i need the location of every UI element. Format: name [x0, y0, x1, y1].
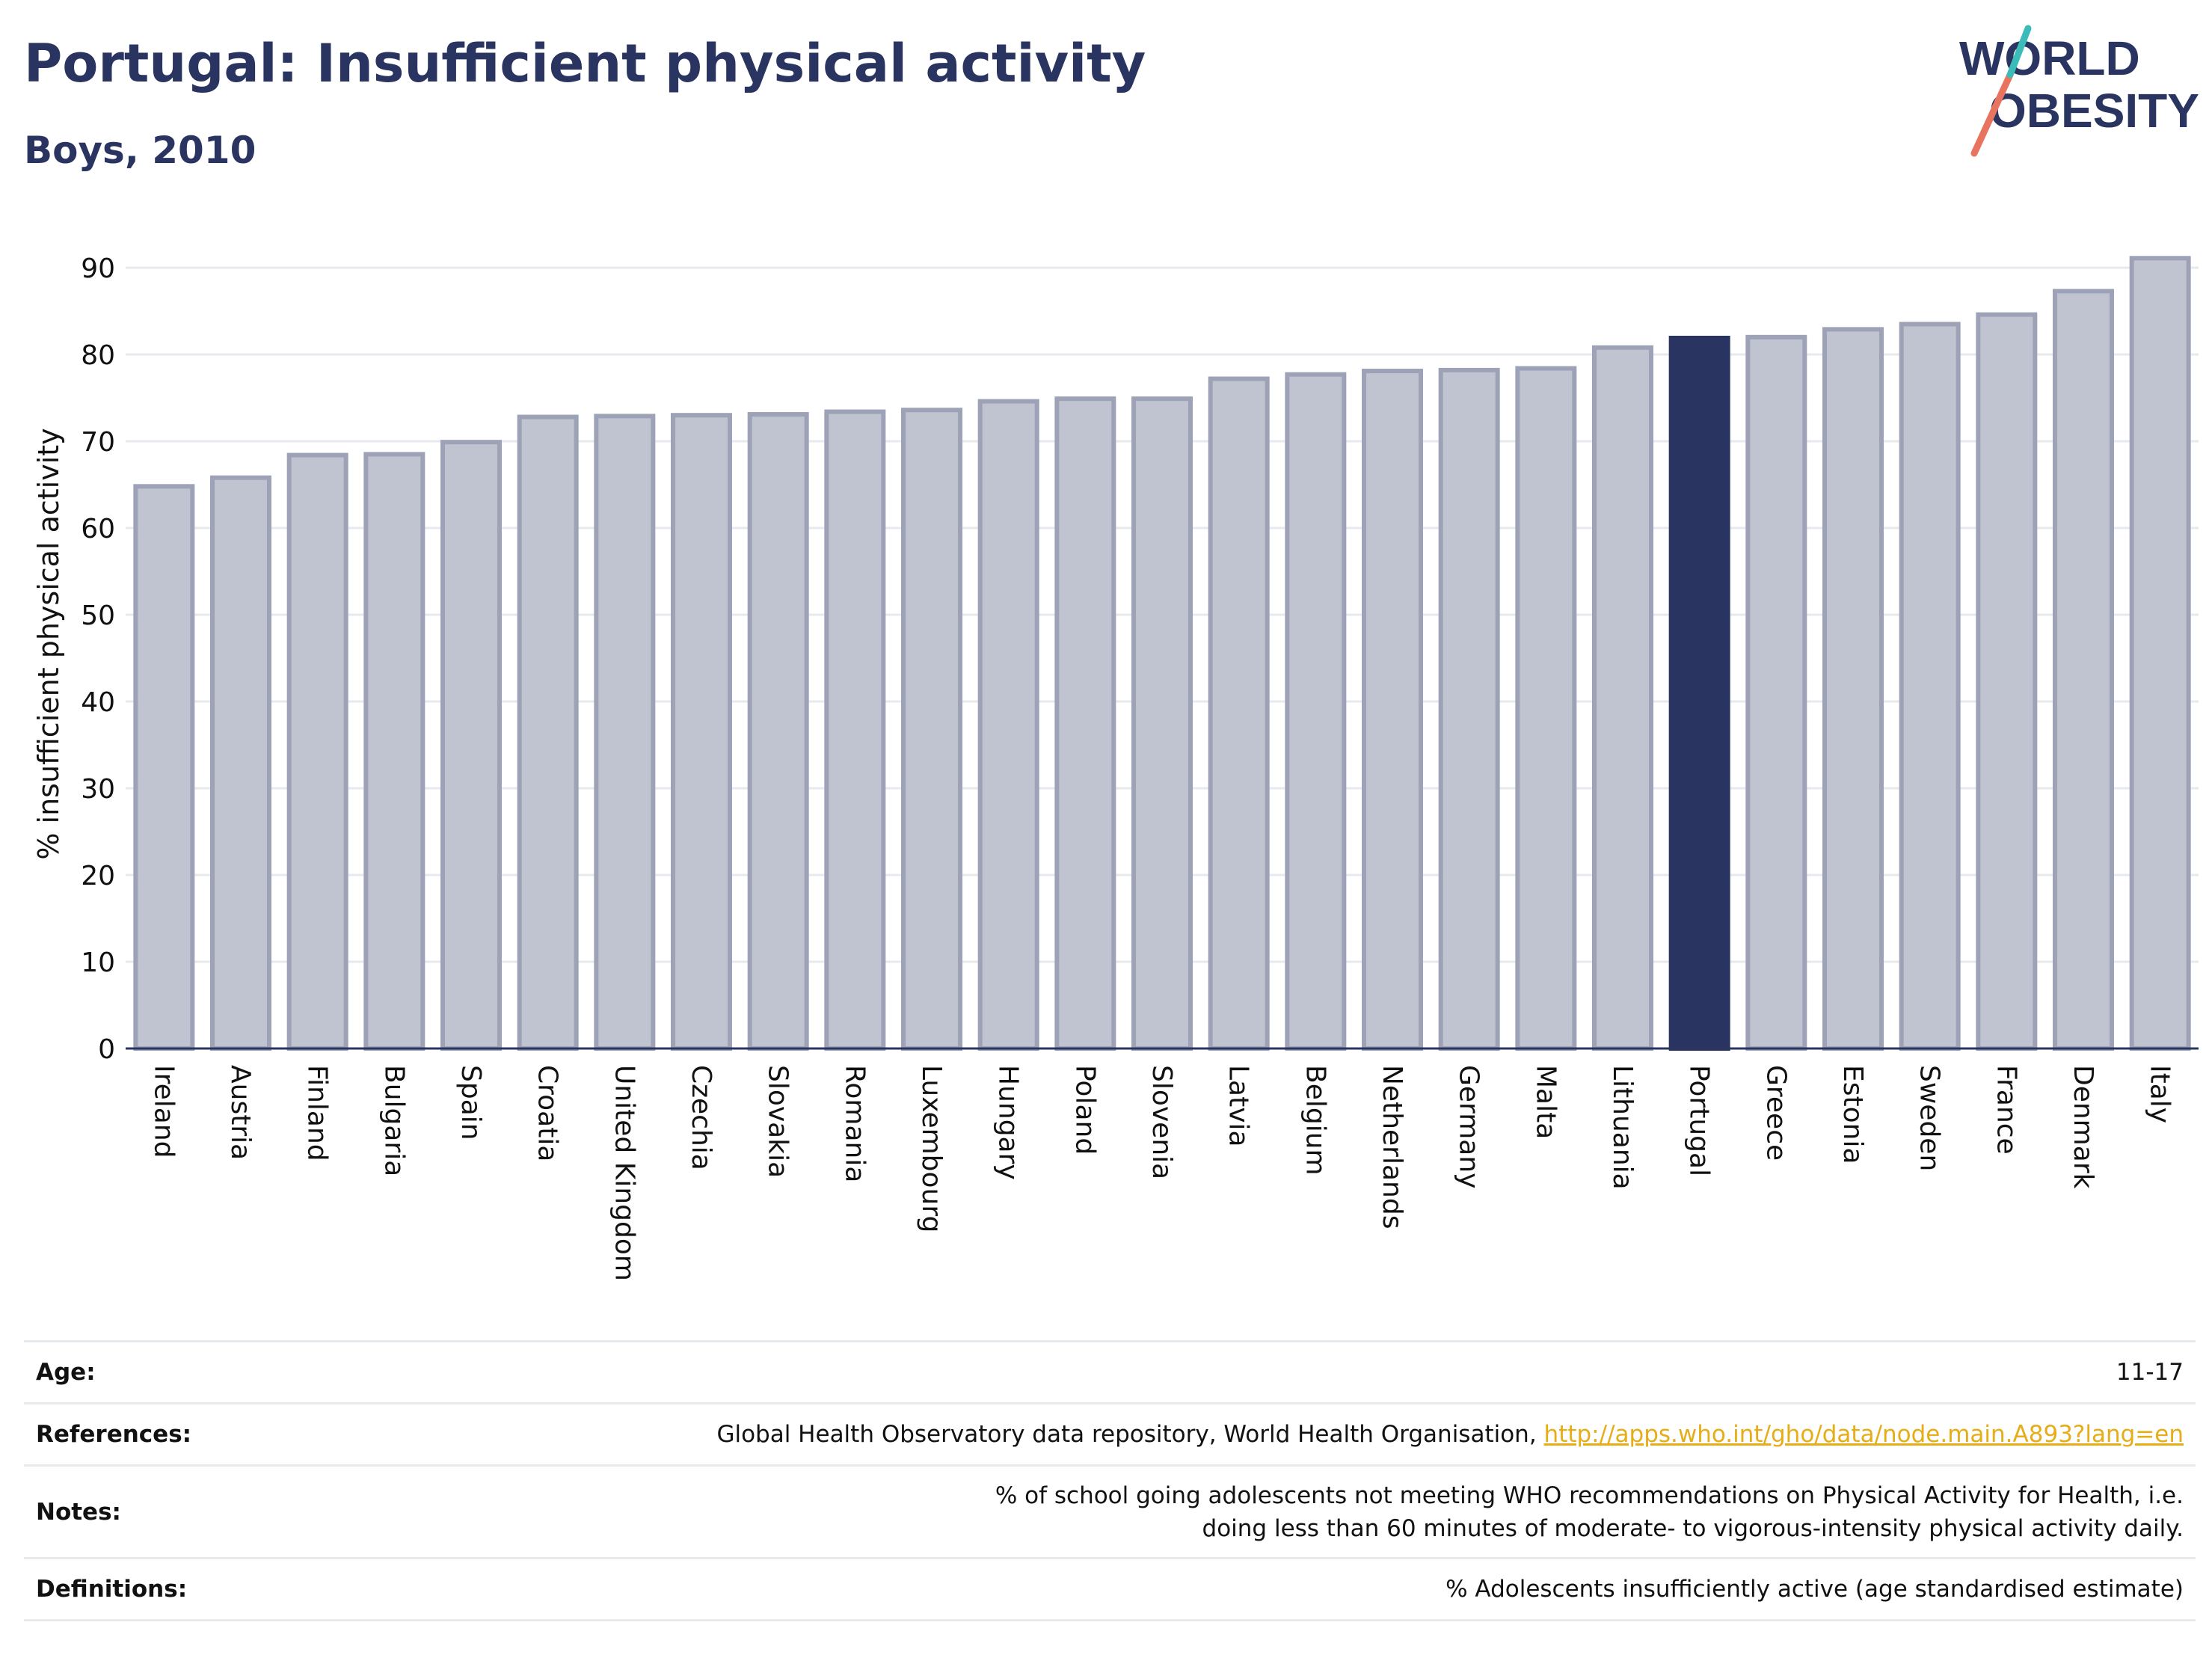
- info-key: References:: [24, 1402, 347, 1467]
- y-tick-label: 20: [81, 861, 115, 891]
- info-value: % Adolescents insufficiently active (age…: [347, 1557, 2196, 1621]
- x-tick-label: Slovenia: [1146, 1065, 1177, 1179]
- info-table: Age: 11-17 References: Global Health Obs…: [24, 1340, 2196, 1621]
- x-tick-label: Czechia: [686, 1065, 716, 1170]
- logo-word-2: OBESITY: [1989, 84, 2199, 138]
- x-tick-label: Slovakia: [763, 1065, 793, 1178]
- x-tick-label: Lithuania: [1607, 1065, 1638, 1190]
- chart-subtitle: Boys, 2010: [24, 129, 256, 172]
- info-key: Age:: [24, 1340, 347, 1404]
- y-tick-label: 70: [81, 427, 115, 458]
- bar-bulgaria[interactable]: [363, 452, 425, 1051]
- bar-slovakia[interactable]: [747, 412, 809, 1051]
- info-value: 11-17: [347, 1340, 2196, 1404]
- x-tick-label: Portugal: [1684, 1065, 1715, 1176]
- x-tick-label: Luxembourg: [916, 1065, 947, 1232]
- x-tick-label: Austria: [225, 1065, 256, 1160]
- x-tick-label: Ireland: [148, 1065, 179, 1158]
- x-tick-label: Latvia: [1223, 1065, 1254, 1147]
- x-tick-label: Malta: [1530, 1065, 1561, 1139]
- x-tick-label: Germany: [1454, 1065, 1484, 1188]
- info-row-definitions: Definitions: % Adolescents insufficientl…: [24, 1557, 2196, 1621]
- bar-finland[interactable]: [286, 452, 348, 1051]
- bar-netherlands[interactable]: [1362, 369, 1423, 1051]
- bar-estonia[interactable]: [1822, 327, 1884, 1051]
- reference-link[interactable]: http://apps.who.int/gho/data/node.main.A…: [1543, 1421, 2184, 1448]
- y-tick-label: 80: [81, 340, 115, 371]
- x-tick-label: Denmark: [2068, 1065, 2098, 1189]
- bar-greece[interactable]: [1745, 334, 1807, 1051]
- y-tick-label: 90: [81, 254, 115, 284]
- bar-portugal[interactable]: [1668, 335, 1730, 1051]
- x-tick-label: United Kingdom: [609, 1065, 639, 1281]
- x-tick-label: Bulgaria: [378, 1065, 409, 1176]
- bar-slovenia[interactable]: [1131, 396, 1193, 1051]
- bar-malta[interactable]: [1515, 366, 1577, 1051]
- x-tick-label: Spain: [455, 1065, 486, 1140]
- info-key: Notes:: [24, 1464, 347, 1559]
- y-tick-label: 30: [81, 774, 115, 805]
- reference-text: Global Health Observatory data repositor…: [716, 1421, 1537, 1448]
- info-value: % of school going adolescents not meetin…: [347, 1464, 2196, 1559]
- bar-denmark[interactable]: [2053, 289, 2114, 1051]
- bar-chart: 0 10 20 30 40 50 60 70 80 90 Ireland Austria Finlan…: [32, 254, 2199, 1281]
- info-row-notes: Notes: % of school going adolescents not…: [24, 1464, 2196, 1559]
- y-tick-label: 50: [81, 601, 115, 631]
- bar-croatia[interactable]: [517, 414, 579, 1051]
- x-tick-label: Romania: [839, 1065, 870, 1182]
- bar-germany[interactable]: [1438, 367, 1500, 1051]
- bar-belgium[interactable]: [1285, 372, 1347, 1051]
- y-tick-label: 10: [81, 948, 115, 978]
- x-tick-label: France: [1991, 1065, 2021, 1155]
- bar-france[interactable]: [1976, 312, 2038, 1051]
- y-axis-ticks: 0 10 20 30 40 50 60 70 80 90: [81, 254, 115, 1065]
- info-row-age: Age: 11-17: [24, 1340, 2196, 1404]
- x-tick-label: Greece: [1760, 1065, 1791, 1161]
- x-tick-label: Hungary: [993, 1065, 1024, 1180]
- bar-united-kingdom[interactable]: [594, 414, 656, 1051]
- y-axis-label: % insufficient physical activity: [32, 428, 65, 859]
- x-axis-ticks: Ireland Austria Finland Bulgaria Spain Croati…: [148, 1065, 2175, 1281]
- bar-italy[interactable]: [2129, 256, 2191, 1051]
- x-tick-label: Poland: [1069, 1065, 1100, 1155]
- world-obesity-logo: WORLD OBESITY: [1959, 25, 2199, 157]
- bar-ireland[interactable]: [133, 484, 195, 1051]
- bar-lithuania[interactable]: [1592, 345, 1653, 1051]
- x-tick-label: Belgium: [1300, 1065, 1330, 1176]
- logo-slash-teal: [2006, 25, 2032, 79]
- x-tick-label: Italy: [2145, 1065, 2175, 1123]
- chart-title: Portugal: Insufficient physical activity: [24, 33, 1146, 94]
- bar-latvia[interactable]: [1208, 376, 1270, 1051]
- info-key: Definitions:: [24, 1557, 347, 1621]
- x-tick-label: Finland: [302, 1065, 333, 1161]
- bar-poland[interactable]: [1054, 396, 1116, 1051]
- bar-luxembourg[interactable]: [901, 408, 962, 1051]
- bar-spain[interactable]: [440, 440, 502, 1051]
- x-tick-label: Estonia: [1837, 1065, 1868, 1164]
- bar-sweden[interactable]: [1899, 322, 1961, 1051]
- bar-austria[interactable]: [210, 475, 271, 1051]
- info-value: Global Health Observatory data repositor…: [347, 1402, 2196, 1467]
- logo-word-1: WORLD: [1959, 31, 2140, 85]
- y-tick-label: 60: [81, 514, 115, 544]
- bar-czechia[interactable]: [671, 413, 732, 1051]
- info-row-references: References: Global Health Observatory da…: [24, 1402, 2196, 1467]
- x-tick-label: Croatia: [532, 1065, 563, 1161]
- bar-romania[interactable]: [824, 409, 886, 1051]
- y-tick-label: 40: [81, 687, 115, 718]
- logo-slash-coral: [1970, 71, 2014, 157]
- x-tick-label: Netherlands: [1377, 1065, 1407, 1229]
- bar-hungary[interactable]: [977, 399, 1039, 1051]
- x-tick-label: Sweden: [1914, 1065, 1945, 1171]
- y-tick-label: 0: [98, 1034, 115, 1065]
- bars: [133, 256, 2191, 1051]
